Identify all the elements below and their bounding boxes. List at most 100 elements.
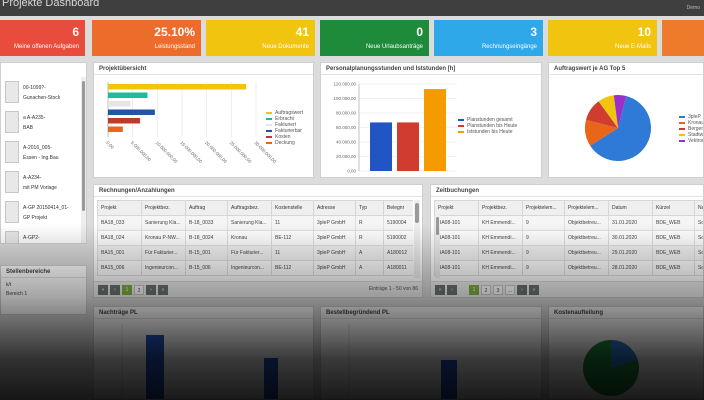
kpi-label: Neue Urlaubsanträge <box>365 44 423 50</box>
user-name[interactable]: Demo <box>686 5 700 11</box>
page-ellipsis: ... <box>505 285 515 295</box>
table-row[interactable]: BA08-101 KH Emmendi... 9 Objektbetreu... 29.… <box>434 245 703 261</box>
table-cell: 3pleP GmbH <box>313 245 356 261</box>
project-thumbnail <box>5 171 19 193</box>
supplements-chart <box>121 324 278 399</box>
table-row[interactable]: BA18_033 Sanierung Kla... B-18_0033 Sanieru… <box>97 215 413 231</box>
position-item[interactable]: k/t <box>6 282 12 288</box>
page-button-1[interactable]: 1 <box>469 285 479 295</box>
time-entries-scrollbar[interactable] <box>435 215 440 278</box>
time-entries-table: Projekt Projektbez. Projektelem... Projekte… <box>434 200 703 276</box>
column-header[interactable]: Auftrag <box>185 200 228 216</box>
kpi-progress[interactable]: 25.10% Leistungsstand <box>92 20 201 56</box>
project-name: mit PM Vorlage <box>23 185 57 191</box>
column-header[interactable]: Projektbez. <box>141 200 186 216</box>
next-page-button[interactable]: › <box>146 285 156 295</box>
column-header[interactable]: Typ <box>355 200 384 216</box>
scrollbar-thumb[interactable] <box>436 217 439 235</box>
top5-legend-item[interactable]: Vektron <box>679 138 703 144</box>
legend-swatch <box>679 116 685 118</box>
kpi-vacation-requests[interactable]: 0 Neue Urlaubsanträge <box>320 20 429 56</box>
prev-page-button[interactable]: ‹ <box>110 285 120 295</box>
table-cell: Ingenieurcon... <box>141 260 186 276</box>
table-cell: 9 <box>522 230 565 246</box>
project-list-item[interactable]: A-2016_005- Essen - Ing.Bau <box>1 139 85 169</box>
page-button-1[interactable]: 1 <box>122 285 132 295</box>
column-header[interactable]: Name <box>694 200 703 216</box>
page-button-2[interactable]: 2 <box>134 285 144 295</box>
legend-swatch <box>458 125 464 127</box>
project-code: A-A234- <box>23 175 42 181</box>
first-page-button[interactable]: « <box>435 285 445 295</box>
next-page-button[interactable]: › <box>517 285 527 295</box>
y-tick-label: 60.000,00 <box>336 125 357 130</box>
first-page-button[interactable]: « <box>98 285 108 295</box>
project-list-item[interactable]: A-GP 20150414_01- GP Projekt <box>1 199 85 229</box>
table-cell: 3pleP GmbH <box>313 230 356 246</box>
project-list-item[interactable]: 00-1099?- Gunachen-Stock <box>1 79 85 109</box>
project-list-item[interactable]: A-A234- mit PM Vorlage <box>1 169 85 199</box>
column-header[interactable]: Projektbez. <box>478 200 523 216</box>
table-cell: Sanierung Kla... <box>141 215 186 231</box>
table-cell: BDE_WEB <box>652 215 695 231</box>
last-page-button[interactable]: » <box>529 285 539 295</box>
project-name: Essen - Ing.Bau <box>23 155 59 161</box>
column-header[interactable]: Projektelem... <box>564 200 609 216</box>
kpi-invoices[interactable]: 3 Rechnungseingänge <box>434 20 543 56</box>
table-cell: B-15_001 <box>185 245 228 261</box>
table-cell: R <box>355 230 384 246</box>
column-header[interactable]: Auftragsbez. <box>227 200 272 216</box>
legend-swatch <box>266 112 272 114</box>
project-overview-legend-item[interactable]: Deckung <box>266 140 303 146</box>
chart-bar <box>441 360 457 399</box>
staff-hours-legend-item[interactable]: Iststunden bis Heute <box>458 129 517 135</box>
top5-panel: Auftragswert je AG Top 5 3pleP Kronau Berg… <box>548 62 704 178</box>
kpi-value: 41 <box>295 25 309 39</box>
table-cell: Objektbetreu... <box>564 230 609 246</box>
prev-page-button[interactable]: ‹ <box>447 285 457 295</box>
kpi-new-emails[interactable]: 10 Neue E-Mails <box>548 20 657 56</box>
column-header[interactable]: Datum <box>608 200 653 216</box>
legend-swatch <box>679 128 685 130</box>
table-row[interactable]: BA08-101 KH Emmendi... 9 Objektbetreu... 31.… <box>434 215 703 231</box>
column-header[interactable]: Projekt <box>97 200 142 216</box>
column-header[interactable]: Adresse <box>313 200 356 216</box>
legend-swatch <box>266 130 272 132</box>
table-cell: Objektbetreu... <box>564 260 609 276</box>
column-header[interactable]: Projektelem... <box>522 200 565 216</box>
project-list-scrollbar[interactable] <box>81 77 86 243</box>
page-button-2[interactable]: 2 <box>481 285 491 295</box>
table-row[interactable]: BA15_001 Für Fakturier... B-15_001 Für Fakt… <box>97 245 413 261</box>
legend-swatch <box>266 118 272 120</box>
table-header: Projekt Projektbez. Auftrag Auftragsbez. Kos… <box>97 200 413 216</box>
page-button-3[interactable]: 3 <box>493 285 503 295</box>
table-cell: 5190004 <box>383 215 413 231</box>
scrollbar-thumb[interactable] <box>82 81 85 211</box>
column-header[interactable]: Projekt <box>434 200 479 216</box>
table-cell: 30.01.2020 <box>608 230 653 246</box>
kpi-open-tasks[interactable]: 6 Meine offenen Aufgaben <box>0 20 85 56</box>
scrollbar-thumb[interactable] <box>415 203 419 223</box>
table-cell: Objektbetreu... <box>564 245 609 261</box>
last-page-button[interactable]: » <box>158 285 168 295</box>
table-cell: BE-112 <box>271 230 314 246</box>
table-cell: 5190002 <box>383 230 413 246</box>
top5-legend: 3pleP Kronau Bergen Stadtw Vektron <box>679 114 703 144</box>
table-row[interactable]: BA15_006 Ingenieurcon... B-15_006 Ingenieur… <box>97 260 413 276</box>
chart-bar <box>108 109 155 115</box>
kpi-new-documents[interactable]: 41 Neue Dokumente <box>206 20 315 56</box>
invoices-scrollbar[interactable] <box>414 200 420 278</box>
table-row[interactable]: BA08-101 KH Emmendi... 9 Objektbetreu... 28.… <box>434 260 703 276</box>
project-list-item[interactable]: A-GP2- <box>1 229 85 243</box>
column-header[interactable]: Belegnr <box>383 200 413 216</box>
table-row[interactable]: BA18_024 Kronau P-NW... B-18_0024 Kronau BE-… <box>97 230 413 246</box>
table-cell: B-18_0033 <box>185 215 228 231</box>
kpi-extra[interactable] <box>662 20 704 56</box>
legend-swatch <box>266 142 272 144</box>
position-item[interactable]: Bereich 1 <box>6 291 28 297</box>
column-header[interactable]: Kostenstelle <box>271 200 314 216</box>
x-tick-label: 0,00 <box>105 140 115 150</box>
column-header[interactable]: Kürzel <box>652 200 695 216</box>
table-row[interactable]: BA08-101 KH Emmendi... 9 Objektbetreu... 30.… <box>434 230 703 246</box>
project-list-item[interactable]: a A-A235- BAB <box>1 109 85 139</box>
